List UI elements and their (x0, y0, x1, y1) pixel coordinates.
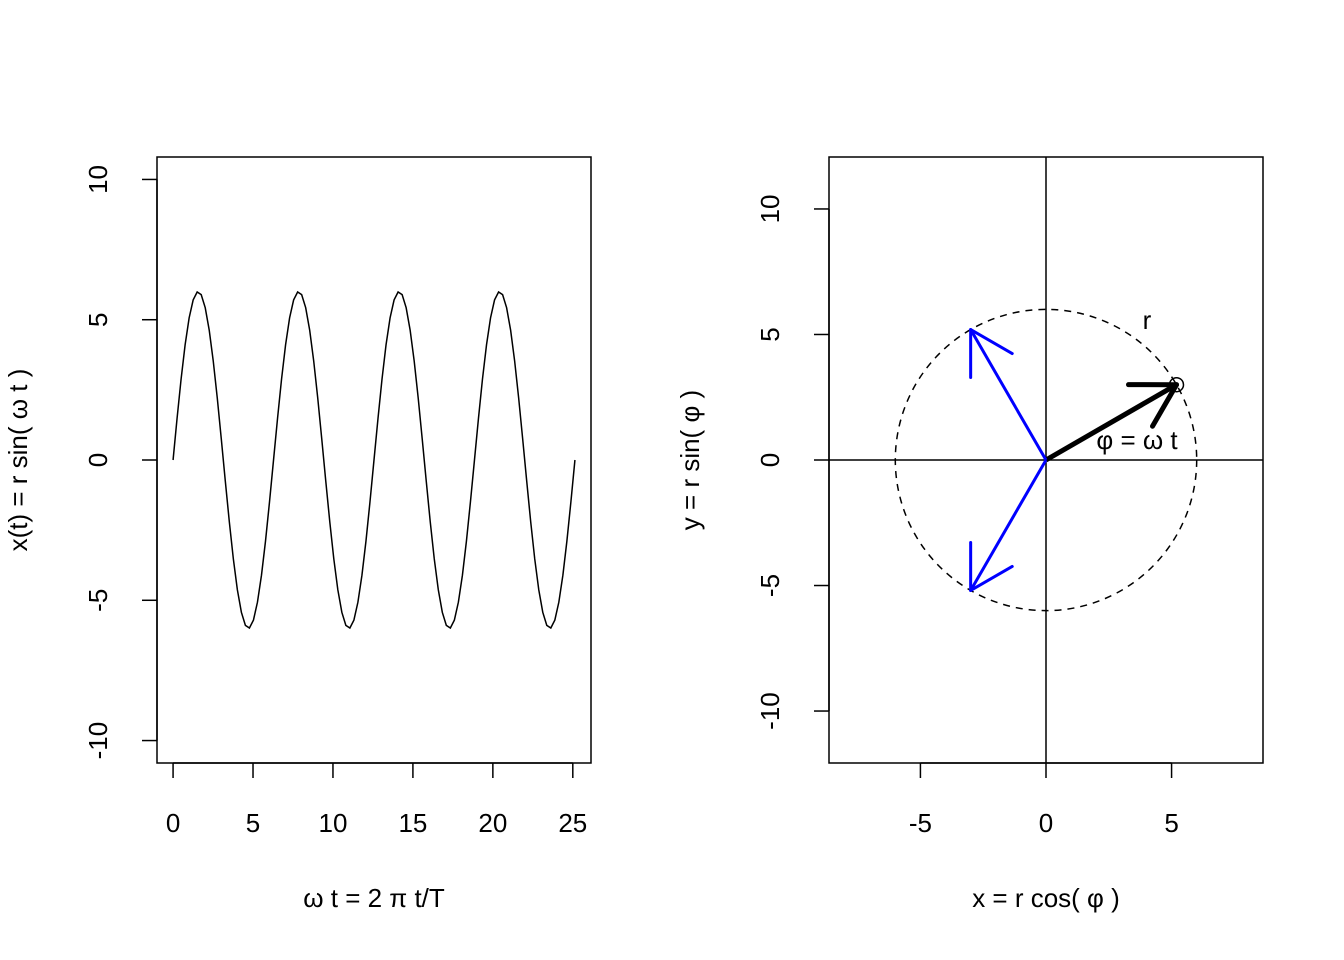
vector (969, 459, 1048, 592)
arrow-head (969, 564, 1014, 592)
y-tick-label: 0 (755, 453, 785, 467)
x-tick-label: 15 (398, 808, 427, 838)
y-tick-label: 0 (83, 453, 113, 467)
x-tick-label: 10 (319, 808, 348, 838)
x-tick-label: 5 (1164, 808, 1178, 838)
arrow-head (969, 328, 1014, 356)
y-tick-label: 10 (755, 195, 785, 224)
vector (1044, 382, 1178, 463)
vector (969, 328, 1048, 461)
y-tick-label: 10 (83, 165, 113, 194)
y-tick-label: -10 (83, 722, 113, 760)
x-axis-label: x = r cos( φ ) (972, 883, 1120, 913)
x-tick-label: -5 (909, 808, 932, 838)
x-tick-label: 0 (166, 808, 180, 838)
arrow-head (1149, 382, 1180, 429)
x-tick-label: 0 (1039, 808, 1053, 838)
x-tick-label: 25 (558, 808, 587, 838)
y-axis-label: y = r sin( φ ) (675, 390, 705, 530)
y-tick-label: 5 (755, 327, 785, 341)
y-tick-label: -10 (755, 692, 785, 730)
radius-circle (894, 308, 1198, 612)
x-tick-label: 20 (478, 808, 507, 838)
y-tick-label: -5 (755, 574, 785, 597)
x-tick-label: 5 (246, 808, 260, 838)
y-tick-label: -5 (83, 589, 113, 612)
data-line (172, 290, 576, 630)
annotation: φ = ω t (1096, 425, 1178, 455)
point (1168, 376, 1185, 393)
y-tick-label: 5 (83, 312, 113, 326)
x-axis-label: ω t = 2 π t/T (303, 883, 445, 913)
annotation: r (1143, 305, 1152, 335)
y-axis-label: x(t) = r sin( ω t ) (3, 369, 33, 552)
